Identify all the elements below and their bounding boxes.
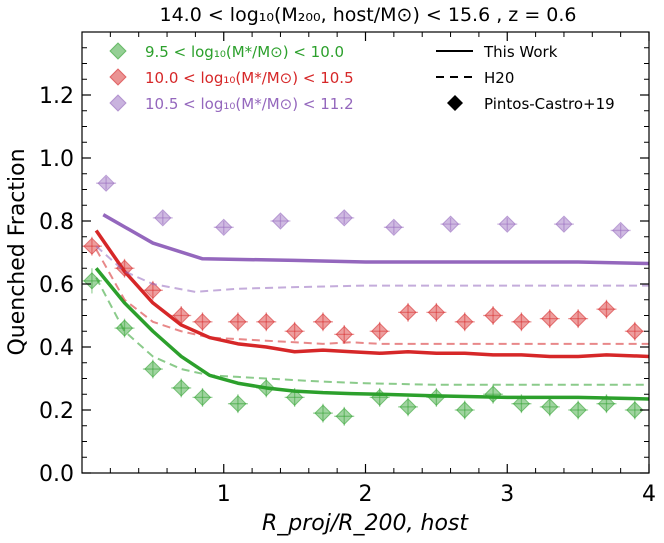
legend-marker-s2 — [109, 68, 127, 86]
data-point-s1 — [541, 398, 559, 416]
data-point-s2 — [541, 309, 559, 328]
data-point-s2 — [484, 306, 502, 325]
x-tick-label: 3 — [500, 482, 514, 507]
legend-entry-this-work: This Work — [436, 43, 558, 61]
this-work-line-s3 — [102, 213, 650, 266]
data-point-s3 — [271, 212, 290, 230]
legend-label-this-work: This Work — [483, 43, 558, 61]
legend-label-pintos-castro: Pintos-Castro+19 — [484, 95, 615, 113]
data-point-s1 — [456, 401, 474, 419]
x-axis-label: R_proj/R_200, host — [262, 511, 469, 536]
legend-label-s3: 10.5 < log₁₀(M*/M⊙) < 11.2 — [145, 95, 354, 113]
series-s2 — [81, 229, 650, 359]
y-tick-label: 0.4 — [39, 336, 74, 361]
data-point-s3 — [385, 218, 403, 237]
x-tick-label: 1 — [217, 482, 231, 507]
data-point-s2 — [285, 322, 304, 340]
chart-title: 14.0 < log₁₀(M₂₀₀, host/M⊙) < 15.6 , z =… — [160, 4, 577, 26]
series-s1 — [81, 267, 650, 426]
y-tick-label: 0.6 — [39, 273, 74, 298]
legend-stellar-mass: 9.5 < log₁₀(M*/M⊙) < 10.0 10.0 < log₁₀(M… — [109, 42, 354, 113]
data-point-s3 — [498, 215, 516, 233]
legend-marker-s1 — [109, 42, 127, 60]
data-point-s3 — [335, 209, 353, 227]
data-point-s2 — [144, 281, 162, 300]
legend-entry-h20: H20 — [436, 69, 514, 87]
h20-line-s3 — [95, 245, 649, 293]
data-point-s1 — [512, 394, 531, 413]
data-point-s3 — [97, 174, 115, 192]
data-point-s2 — [456, 313, 474, 331]
this-work-line-s1 — [94, 267, 650, 401]
data-point-s1 — [285, 388, 304, 407]
data-point-s1 — [569, 401, 587, 419]
h20-line-s1 — [95, 277, 649, 386]
data-point-s1 — [193, 388, 212, 407]
plot-area — [82, 32, 649, 473]
data-point-s3 — [441, 215, 460, 233]
data-point-s3 — [611, 221, 630, 240]
data-point-s2 — [597, 300, 616, 318]
legend-entry-s1: 9.5 < log₁₀(M*/M⊙) < 10.0 — [109, 42, 344, 61]
data-point-s2 — [427, 303, 446, 322]
legend-entry-s3: 10.5 < log₁₀(M*/M⊙) < 11.2 — [109, 94, 354, 113]
data-point-s1 — [399, 398, 417, 416]
legend-entry-s2: 10.0 < log₁₀(M*/M⊙) < 10.5 — [109, 68, 354, 87]
legend-label-h20: H20 — [484, 69, 514, 87]
y-axis-label: Quenched Fraction — [5, 148, 30, 355]
data-point-s2 — [399, 303, 417, 322]
legend-data-source: This Work H20 Pintos-Castro+19 — [436, 43, 615, 113]
y-tick-label: 0.8 — [39, 210, 74, 235]
legend-entry-pintos-castro: Pintos-Castro+19 — [447, 95, 615, 113]
data-point-s3 — [215, 218, 233, 237]
y-tick-label: 1.0 — [39, 147, 74, 172]
data-point-s3 — [555, 215, 573, 233]
legend-diamond-marker — [447, 95, 463, 111]
legend-label-s2: 10.0 < log₁₀(M*/M⊙) < 10.5 — [145, 69, 354, 87]
data-point-s2 — [193, 313, 212, 331]
data-point-s2 — [626, 322, 644, 340]
legend-marker-s3 — [109, 94, 127, 112]
data-point-s1 — [335, 407, 353, 426]
data-point-s2 — [512, 313, 531, 331]
x-tick-label: 4 — [642, 482, 656, 507]
data-point-s2 — [569, 309, 587, 328]
data-point-s2 — [257, 313, 275, 331]
data-point-s1 — [314, 404, 332, 422]
axis-layer: 1 2 3 4 0.0 0.2 0.4 0.6 0.8 1.0 1.2 — [39, 32, 656, 507]
data-point-s1 — [626, 401, 644, 419]
y-tick-label: 1.2 — [39, 84, 74, 109]
data-point-s1 — [229, 394, 247, 413]
series-layer — [81, 174, 650, 426]
data-point-s2 — [370, 322, 389, 340]
data-point-s1 — [172, 379, 190, 397]
legend-label-s1: 9.5 < log₁₀(M*/M⊙) < 10.0 — [145, 43, 344, 61]
data-point-s1 — [144, 360, 162, 378]
x-tick-label: 2 — [359, 482, 373, 507]
this-work-line-s2 — [94, 229, 650, 359]
data-point-s3 — [154, 209, 172, 227]
h20-line-s2 — [95, 248, 649, 345]
y-tick-label: 0.0 — [39, 462, 74, 487]
y-tick-label: 0.2 — [39, 399, 74, 424]
series-s3 — [95, 174, 650, 293]
data-point-s2 — [229, 313, 247, 331]
data-point-s2 — [314, 313, 332, 331]
